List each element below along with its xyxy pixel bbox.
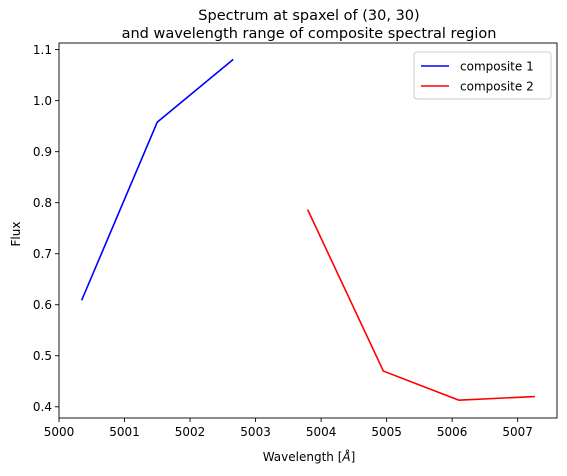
legend-label-2: composite 2 [460, 79, 534, 93]
x-axis-ticks: 5000 5001 5002 5003 5004 5005 5006 5007 [44, 418, 533, 439]
x-axis-label-start: Wavelength [ [263, 450, 343, 464]
y-tick-label: 0.6 [33, 298, 52, 312]
x-axis-label-end: ] [351, 450, 356, 464]
x-axis-label-unit: Å [341, 449, 350, 464]
y-tick-label: 0.7 [33, 247, 52, 261]
legend-box [413, 51, 552, 100]
y-tick-label: 0.9 [33, 145, 52, 159]
y-tick-label: 0.8 [33, 196, 52, 210]
y-axis-ticks: 0.4 0.5 0.6 0.7 0.8 0.9 1.0 1.1 [33, 43, 59, 414]
series-layer [80, 58, 535, 401]
series-line-1 [80, 58, 234, 301]
y-tick-label: 1.0 [33, 94, 52, 108]
y-tick-label: 0.5 [33, 349, 52, 363]
axes-layer [58, 42, 558, 419]
y-tick-label: 0.4 [33, 400, 52, 414]
series-line-2 [306, 209, 535, 401]
plot-frame [58, 42, 558, 419]
chart-title: Spectrum at spaxel of (30, 30) [198, 8, 419, 24]
x-tick-label: 5004 [306, 425, 337, 439]
y-axis-label: Flux [9, 222, 23, 247]
x-tick-label: 5007 [502, 425, 533, 439]
x-tick-label: 5000 [44, 425, 75, 439]
chart-subtitle: and wavelength range of composite spectr… [122, 26, 497, 42]
y-tick-label: 1.1 [33, 43, 52, 57]
x-tick-label: 5006 [437, 425, 468, 439]
x-tick-label: 5003 [240, 425, 271, 439]
x-axis-label: Wavelength [Å] [263, 449, 356, 464]
legend-label-1: composite 1 [460, 59, 534, 73]
x-tick-label: 5001 [109, 425, 140, 439]
legend: composite 1 composite 2 [413, 51, 552, 100]
x-tick-label: 5002 [175, 425, 206, 439]
x-tick-label: 5005 [371, 425, 402, 439]
